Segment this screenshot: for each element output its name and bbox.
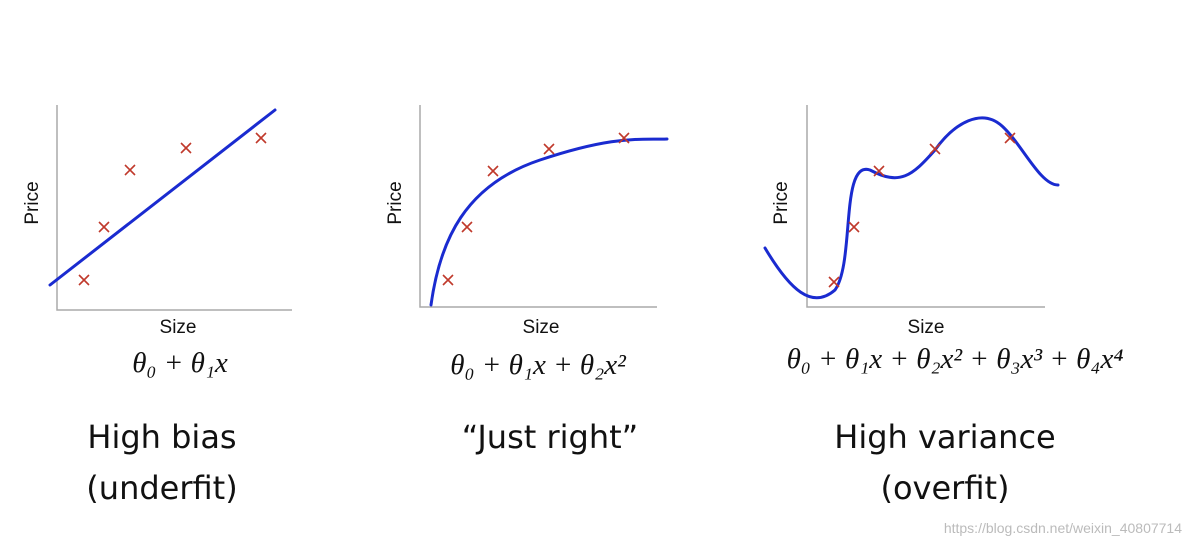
formula: θ₀ + θ₁x + θ₂x² [450,349,627,381]
caption: High variance [834,418,1055,456]
x-axis-label: Size [523,317,560,338]
data-points [828,132,1016,288]
y-axis-label: Price [385,181,406,224]
caption: High bias [87,418,236,456]
formula: θ₀ + θ₁x + θ₂x² + θ₃x³ + θ₄x⁴ [787,343,1124,375]
panel: Price Size θ₀ + θ₁x + θ₂x² “Just right” [385,105,669,456]
axes [56,105,292,311]
data-points [78,132,267,286]
x-axis-label: Size [160,317,197,338]
panel: Price Size θ₀ + θ₁x + θ₂x² + θ₃x³ + θ₄x⁴… [763,105,1124,507]
fit-curve [763,116,1060,300]
data-points [442,132,630,286]
fit-curve [429,137,669,307]
caption: (underfit) [86,469,237,507]
y-axis-label: Price [771,181,792,224]
y-axis-label: Price [22,181,43,224]
axes [806,105,1045,308]
watermark: https://blog.csdn.net/weixin_40807714 [944,520,1182,536]
axes [419,105,657,308]
caption: (overfit) [880,469,1009,507]
formula: θ₀ + θ₁x [132,347,228,379]
caption: “Just right” [462,418,638,456]
x-axis-label: Size [908,317,945,338]
fit-curve [48,108,277,287]
panel: Price Size θ₀ + θ₁x High bias (underfit) [22,105,292,507]
